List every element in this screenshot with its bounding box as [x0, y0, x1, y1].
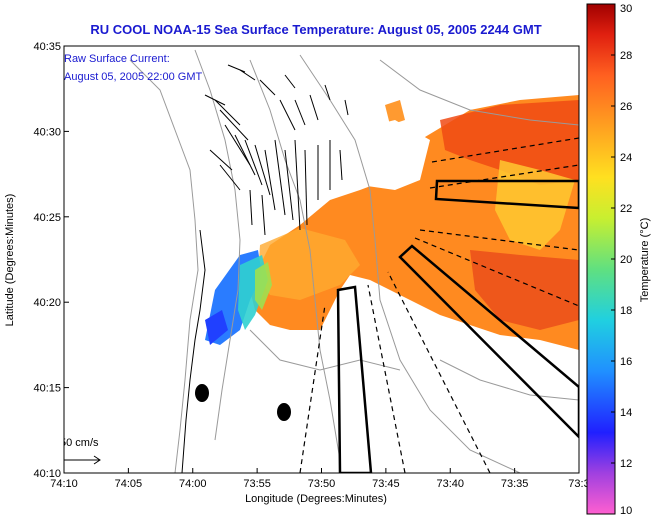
- y-tick-label: 40:10: [33, 468, 61, 480]
- sampling-lines: [299, 137, 579, 473]
- colorbar-ticks: 30 28 26 24 22 20 18 16 14 12 10: [611, 3, 632, 517]
- colorbar-tick-label: 24: [620, 152, 632, 164]
- sst-blue-spot: [205, 310, 228, 345]
- coastline: [181, 229, 206, 473]
- y-tick-label: 40:25: [33, 212, 61, 224]
- x-axis-ticks: 74:10 74:05 74:00 73:55 73:50 73:45 73:40 73:35…: [50, 468, 590, 490]
- x-tick-label: 74:00: [179, 478, 207, 490]
- colorbar-tick-label: 22: [620, 203, 632, 215]
- colorbar-label: Temperature (°C): [639, 218, 651, 302]
- buoy-marker-east: [277, 403, 291, 421]
- coast-contours: [129, 49, 579, 473]
- chart-title: RU COOL NOAA-15 Sea Surface Temperature:…: [90, 22, 541, 37]
- x-tick-label: 73:45: [372, 478, 400, 490]
- y-axis-label: Latitude (Degrees:Minutes): [4, 194, 16, 327]
- y-tick-label: 40:15: [33, 383, 61, 395]
- y-axis-ticks: 40:35 40:30 40:25 40:20 40:15 40:10: [33, 41, 69, 480]
- colorbar-tick-label: 30: [620, 3, 632, 15]
- x-axis-label: Longitude (Degrees:Minutes): [245, 493, 387, 505]
- colorbar-tick-label: 20: [620, 254, 632, 266]
- colorbar-tick-label: 26: [620, 101, 632, 113]
- x-tick-label: 74:10: [50, 478, 78, 490]
- y-tick-label: 40:30: [33, 126, 61, 138]
- x-tick-label: 73:35: [501, 478, 529, 490]
- scale-arrowhead: [93, 455, 101, 465]
- buoy-marker-west: [195, 384, 209, 402]
- colorbar: [586, 3, 616, 515]
- annotation-line-2: August 05, 2005 22:00 GMT: [64, 71, 202, 83]
- x-tick-label: 73:55: [243, 478, 271, 490]
- scale-label: 50 cm/s: [60, 437, 99, 449]
- x-tick-label: 73:50: [308, 478, 336, 490]
- current-vectors: [204, 64, 349, 236]
- x-tick-label: 74:05: [115, 478, 143, 490]
- sst-small-patch: [385, 100, 405, 125]
- x-tick-label: 73:40: [436, 478, 464, 490]
- colorbar-tick-label: 18: [620, 305, 632, 317]
- colorbar-tick-label: 28: [620, 50, 632, 62]
- sst-green-edge: [255, 262, 272, 310]
- x-tick-label: 73:3: [568, 478, 589, 490]
- colorbar-tick-label: 16: [620, 356, 632, 368]
- colorbar-tick-label: 12: [620, 458, 632, 470]
- y-tick-label: 40:20: [33, 297, 61, 309]
- sampling-boxes: [336, 179, 579, 473]
- plot-area: Raw Surface Current: August 05, 2005 22:…: [60, 46, 579, 473]
- annotation-line-1: Raw Surface Current:: [64, 53, 170, 65]
- colorbar-tick-label: 14: [620, 407, 632, 419]
- sst-hot-band: [470, 250, 579, 330]
- sst-light-band: [258, 228, 360, 300]
- y-tick-label: 40:35: [33, 41, 61, 53]
- colorbar-tick-label: 10: [620, 505, 632, 517]
- sst-cloud-hole: [345, 120, 430, 190]
